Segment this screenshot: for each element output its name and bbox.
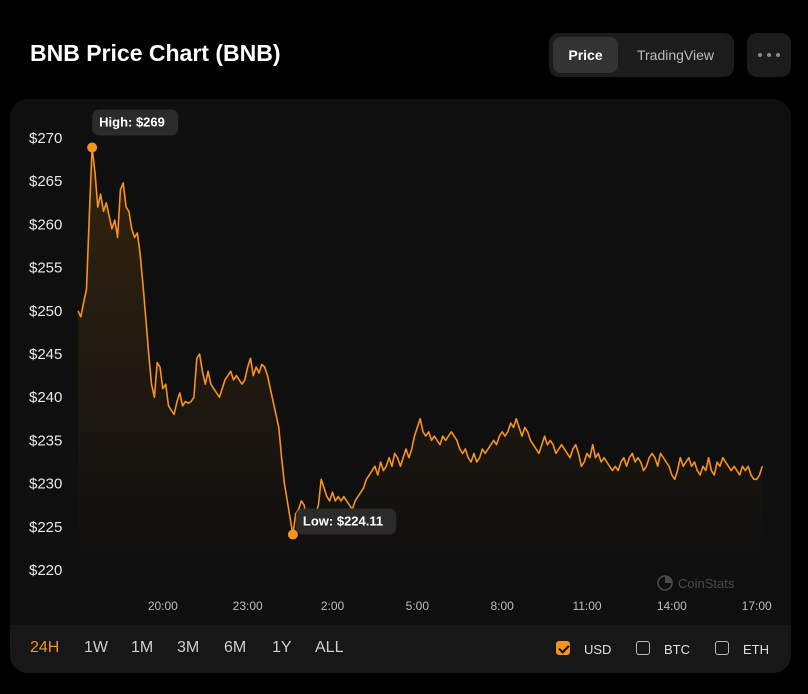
y-tick-label: $270	[29, 130, 62, 147]
x-tick-label: 5:00	[406, 599, 430, 613]
btc-label[interactable]: BTC	[664, 642, 690, 657]
y-tick-label: $235	[29, 432, 62, 449]
price-line	[77, 146, 764, 536]
x-tick-label: 8:00	[491, 599, 515, 613]
coinstats-logo-icon	[657, 575, 673, 591]
timeframe-tab-6m[interactable]: 6M	[224, 639, 247, 656]
timeframe-tab-1y[interactable]: 1Y	[272, 639, 292, 656]
more-dots-icon	[758, 53, 780, 57]
price-chart[interactable]: $270 $265 $260 $255 $250 $245 $240 $235 $230 $225…	[10, 99, 791, 625]
timeframe-tab-24h[interactable]: 24H	[30, 639, 60, 656]
x-tick-label: 20:00	[148, 599, 178, 613]
high-label: High: $269	[99, 115, 165, 130]
watermark: CoinStats	[657, 575, 735, 591]
eth-checkbox[interactable]	[715, 641, 729, 655]
low-label: Low: $224.11	[303, 513, 383, 528]
timeframe-tab-1m[interactable]: 1M	[131, 639, 154, 656]
price-area	[78, 147, 763, 560]
y-tick-label: $225	[29, 519, 62, 536]
view-toggle: Price TradingView	[549, 33, 734, 77]
y-tick-label: $240	[29, 389, 62, 406]
y-tick-label: $230	[29, 476, 62, 493]
x-tick-label: 17:00	[742, 599, 772, 613]
low-point	[287, 529, 298, 540]
usd-label[interactable]: USD	[584, 642, 612, 657]
y-tick-label: $260	[29, 216, 62, 233]
x-tick-label: 23:00	[233, 599, 263, 613]
watermark-text: CoinStats	[678, 576, 735, 591]
chart-panel: $270 $265 $260 $255 $250 $245 $240 $235 $230 $225…	[10, 99, 791, 673]
low-label-box	[295, 508, 397, 535]
x-tick-label: 14:00	[657, 599, 687, 613]
y-tick-label: $255	[29, 260, 62, 277]
high-label-box	[92, 109, 179, 136]
timeframe-bar: 24H 1W 1M 3M 6M 1Y ALL USD BTC ETH	[10, 625, 791, 673]
x-tick-label: 11:00	[572, 599, 601, 613]
y-tick-label: $250	[29, 303, 62, 320]
price-view-button[interactable]: Price	[553, 37, 618, 73]
eth-label[interactable]: ETH	[743, 642, 769, 657]
y-tick-label: $265	[29, 173, 62, 190]
page-title: BNB Price Chart (BNB)	[30, 40, 281, 66]
timeframe-tab-3m[interactable]: 3M	[177, 639, 200, 656]
y-tick-label: $245	[29, 346, 62, 363]
x-tick-label: 2:00	[321, 599, 345, 613]
timeframe-tab-all[interactable]: ALL	[315, 639, 344, 656]
tradingview-button[interactable]: TradingView	[636, 47, 715, 63]
usd-checkbox[interactable]	[556, 641, 570, 655]
more-options-button[interactable]	[747, 33, 791, 77]
high-point	[87, 142, 98, 153]
btc-checkbox[interactable]	[636, 641, 650, 655]
timeframe-tab-1w[interactable]: 1W	[84, 639, 108, 656]
y-tick-label: $220	[29, 562, 62, 579]
